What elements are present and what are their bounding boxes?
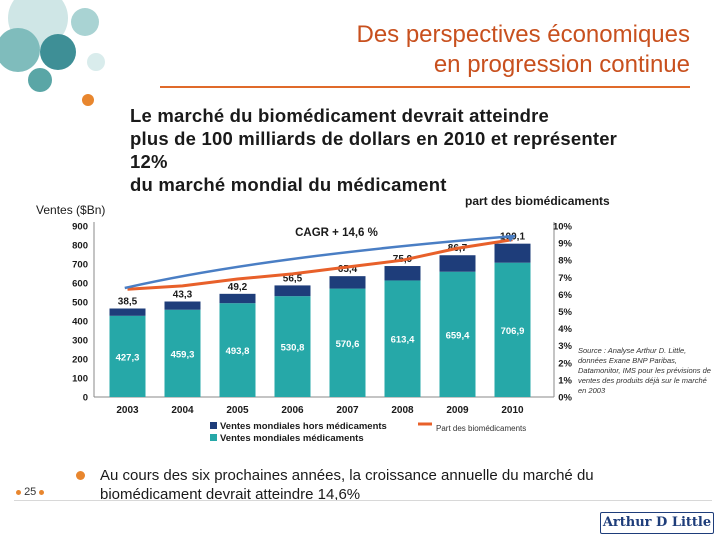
bar-segment-biomedicaments (274, 285, 311, 297)
y2-axis-title: part des biomédicaments (465, 194, 610, 208)
y2-tick-label: 4% (558, 324, 572, 335)
y-tick-label: 300 (72, 336, 88, 347)
intro-line-3: 12% (130, 151, 168, 172)
page-title: Des perspectives économiques en progress… (356, 20, 690, 80)
bullet-dot-icon (76, 471, 85, 480)
company-logo: Arthur D Little (600, 512, 714, 534)
y2-tick-label: 0% (558, 393, 572, 404)
bar-value-label: 659,4 (446, 330, 470, 341)
title-line-2: en progression continue (433, 51, 690, 78)
bar-segment-medicaments (274, 296, 311, 397)
legend-label-share: Part des biomédicaments (436, 424, 526, 433)
y-tick-label: 900 (72, 222, 88, 233)
legend-swatch-hors (210, 422, 217, 429)
bar-value-label: 613,4 (391, 335, 415, 346)
y-tick-label: 200 (72, 355, 88, 366)
cagr-arrow (124, 234, 516, 290)
bar-total-label: 56,5 (283, 273, 303, 284)
legend-label-hors: Ventes mondiales hors médicaments (220, 421, 387, 432)
bar-segment-biomedicaments (439, 255, 476, 272)
intro-line-4: du marché mondial du médicament (130, 174, 447, 195)
bar-value-label: 427,3 (116, 352, 140, 363)
intro-text: Le marché du biomédicament devrait attei… (130, 104, 710, 196)
share-line (127, 238, 513, 291)
y2-tick-label: 9% (558, 239, 572, 250)
y-tick-label: 600 (72, 279, 88, 290)
y2-tick-label: 1% (558, 375, 572, 386)
bar-segment-biomedicaments (384, 266, 421, 281)
y-tick-label: 700 (72, 260, 88, 271)
page-number-text: 25 (24, 486, 37, 498)
y-axis-title: Ventes ($Bn) (36, 203, 105, 217)
x-tick-label: 2007 (336, 405, 359, 416)
x-tick-label: 2005 (226, 405, 249, 416)
bar-segment-medicaments (439, 271, 476, 397)
x-tick-label: 2004 (171, 405, 194, 416)
y2-tick-label: 3% (558, 341, 572, 352)
y2-tick-label: 5% (558, 307, 572, 318)
bar-total-label: 49,2 (228, 282, 248, 293)
legend-swatch-medicaments (210, 434, 217, 441)
title-line-1: Des perspectives économiques (356, 21, 690, 48)
page-dot-icon (16, 489, 21, 495)
footer-divider (14, 500, 712, 501)
bar-segment-biomedicaments (164, 301, 201, 310)
bar-segment-biomedicaments (109, 308, 146, 316)
decorative-corner-graphic (0, 0, 105, 106)
y-tick-label: 500 (72, 298, 88, 309)
x-tick-label: 2003 (116, 405, 139, 416)
bar-total-label: 38,5 (118, 296, 138, 307)
bar-segment-medicaments (329, 288, 366, 397)
page-dot-icon (39, 489, 45, 495)
bar-segment-biomedicaments (329, 276, 366, 289)
bar-segment-medicaments (384, 280, 421, 397)
conclusion-text: Au cours des six prochaines années, la c… (100, 467, 594, 503)
cagr-annotation: CAGR + 14,6 % (295, 227, 378, 239)
intro-line-1: Le marché du biomédicament devrait attei… (130, 105, 549, 126)
cagr-arrow-head (506, 235, 516, 242)
y-tick-label: 100 (72, 374, 88, 385)
y-tick-label: 0 (83, 393, 88, 404)
bar-total-label: 65,4 (338, 264, 358, 275)
title-divider (160, 86, 690, 88)
source-note: Source : Analyse Arthur D. Little, donné… (578, 346, 711, 395)
x-tick-label: 2009 (446, 405, 469, 416)
y2-tick-label: 7% (558, 273, 572, 284)
y2-tick-label: 8% (558, 256, 572, 267)
x-tick-label: 2010 (501, 405, 524, 416)
y2-tick-label: 2% (558, 358, 572, 369)
bar-segment-medicaments (219, 303, 256, 397)
bar-total-label: 43,3 (173, 290, 193, 301)
y-tick-label: 800 (72, 241, 88, 252)
bar-value-label: 570,6 (336, 339, 360, 350)
bar-value-label: 493,8 (226, 346, 250, 357)
sales-chart: Ventes ($Bn) part des biomédicaments 0 100 2… (36, 194, 610, 444)
bar-value-label: 530,8 (281, 343, 305, 354)
bar-segment-medicaments (164, 309, 201, 397)
y-tick-label: 400 (72, 317, 88, 328)
y2-tick-label: 6% (558, 290, 572, 301)
y2-tick-label: 10% (553, 222, 573, 233)
bar-segment-medicaments (494, 262, 531, 397)
bar-segment-medicaments (109, 315, 146, 397)
bar-segment-biomedicaments (219, 293, 256, 304)
x-tick-label: 2006 (281, 405, 304, 416)
bar-value-label: 706,9 (501, 326, 525, 337)
bar-segment-biomedicaments (494, 243, 531, 263)
intro-line-2: plus de 100 milliards de dollars en 2010… (130, 128, 618, 149)
page-number: 25 (16, 486, 45, 498)
legend-label-medicaments: Ventes mondiales médicaments (220, 433, 364, 444)
x-tick-label: 2008 (391, 405, 414, 416)
bar-value-label: 459,3 (171, 349, 195, 360)
